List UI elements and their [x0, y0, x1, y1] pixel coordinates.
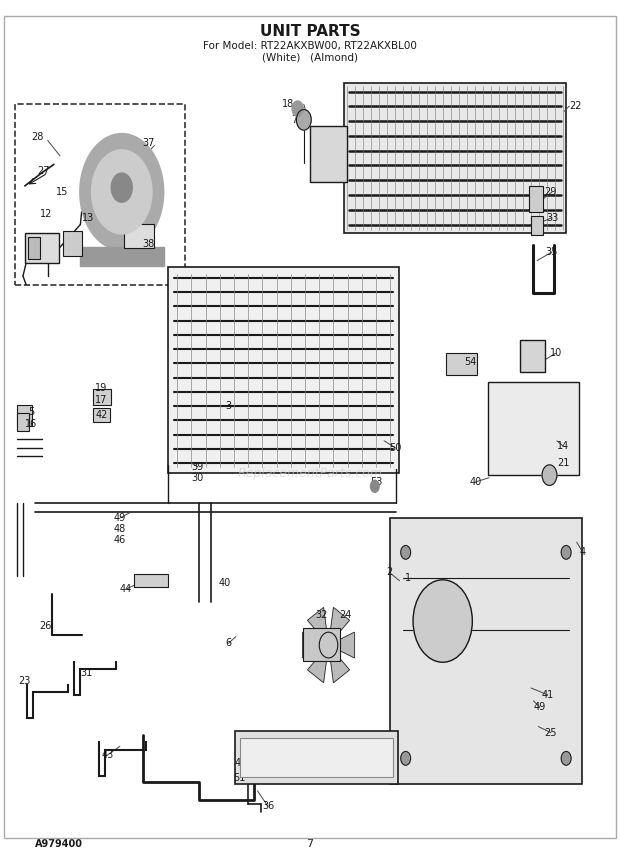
Text: (White)   (Almond): (White) (Almond)	[262, 53, 358, 62]
Text: 10: 10	[549, 348, 562, 358]
Bar	[25, 233, 59, 263]
Text: 22: 22	[569, 101, 582, 111]
Bar	[531, 216, 543, 235]
Text: 38: 38	[142, 239, 154, 250]
Text: 13: 13	[82, 213, 94, 223]
Text: 6: 6	[226, 638, 232, 648]
Text: 4: 4	[580, 548, 586, 557]
Bar	[15, 104, 185, 285]
Text: 51: 51	[233, 773, 245, 784]
Bar	[344, 83, 566, 233]
Circle shape	[319, 632, 338, 658]
Text: 36: 36	[262, 802, 274, 811]
Text: 49: 49	[114, 513, 126, 523]
Circle shape	[561, 752, 571, 765]
Text: 41: 41	[541, 690, 554, 700]
Bar	[63, 231, 82, 257]
Bar	[17, 413, 29, 430]
Text: 35: 35	[546, 247, 558, 257]
Circle shape	[542, 465, 557, 486]
Text: 24: 24	[340, 610, 352, 620]
Text: 25: 25	[544, 728, 557, 738]
Circle shape	[561, 546, 571, 560]
Circle shape	[296, 109, 311, 130]
Bar	[303, 628, 340, 660]
Text: 54: 54	[464, 356, 477, 367]
Text: 28: 28	[31, 132, 43, 142]
Text: 31: 31	[81, 667, 93, 678]
Bar	[28, 238, 40, 259]
Text: 14: 14	[557, 441, 569, 451]
Bar	[93, 408, 110, 422]
Text: 53: 53	[371, 477, 383, 487]
Circle shape	[111, 173, 132, 202]
Text: 12: 12	[40, 209, 52, 220]
Text: 40: 40	[219, 579, 231, 588]
Text: 7: 7	[306, 839, 314, 849]
Text: 42: 42	[95, 410, 107, 420]
Text: 39: 39	[192, 461, 204, 472]
Text: 16: 16	[25, 418, 37, 429]
Text: 7: 7	[291, 115, 298, 125]
Text: 15: 15	[56, 187, 68, 197]
Bar	[168, 268, 399, 474]
Bar	[17, 405, 32, 426]
Text: 27: 27	[37, 166, 50, 177]
Polygon shape	[329, 645, 350, 683]
Circle shape	[401, 752, 410, 765]
Text: ReplacementParts.com: ReplacementParts.com	[237, 467, 383, 480]
Text: 18: 18	[282, 99, 294, 109]
Circle shape	[371, 480, 379, 492]
Circle shape	[80, 133, 164, 251]
Polygon shape	[329, 607, 350, 645]
Bar	[390, 518, 582, 784]
Text: 2: 2	[386, 567, 392, 577]
Circle shape	[292, 101, 303, 116]
Bar	[310, 126, 347, 182]
Text: 46: 46	[114, 536, 126, 545]
Text: 44: 44	[120, 585, 132, 594]
Text: 19: 19	[95, 382, 107, 393]
Bar	[80, 247, 164, 266]
Text: 17: 17	[95, 395, 107, 406]
Text: 32: 32	[315, 610, 327, 620]
Bar	[520, 339, 544, 372]
Text: 1: 1	[404, 573, 410, 583]
Text: 37: 37	[142, 138, 154, 148]
Text: A979400: A979400	[35, 839, 83, 849]
Circle shape	[401, 546, 410, 560]
Polygon shape	[308, 607, 329, 645]
Bar	[488, 382, 579, 475]
Polygon shape	[303, 632, 329, 658]
Text: For Model: RT22AKXBW00, RT22AKXBL00: For Model: RT22AKXBW00, RT22AKXBL00	[203, 41, 417, 51]
Text: 5: 5	[28, 406, 34, 417]
Bar	[93, 389, 111, 405]
Text: 48: 48	[114, 524, 126, 534]
Polygon shape	[329, 632, 355, 658]
Bar	[235, 731, 398, 784]
Text: 23: 23	[19, 676, 31, 686]
Text: 21: 21	[557, 458, 569, 468]
Circle shape	[92, 150, 152, 234]
Text: 26: 26	[40, 621, 52, 631]
Text: 43: 43	[102, 750, 113, 760]
Text: 50: 50	[389, 443, 401, 453]
Text: 40: 40	[469, 477, 482, 487]
Text: 3: 3	[226, 401, 232, 412]
Text: 49: 49	[235, 759, 247, 769]
Text: 49: 49	[533, 702, 546, 712]
Bar	[134, 573, 168, 586]
Text: 33: 33	[546, 213, 558, 223]
Text: 30: 30	[192, 473, 204, 483]
Text: UNIT PARTS: UNIT PARTS	[260, 24, 360, 39]
Bar	[123, 224, 154, 248]
Bar	[240, 738, 393, 777]
Bar	[446, 353, 477, 375]
Text: 29: 29	[544, 187, 557, 197]
Polygon shape	[308, 645, 329, 683]
Circle shape	[413, 579, 472, 662]
Bar	[529, 186, 542, 212]
